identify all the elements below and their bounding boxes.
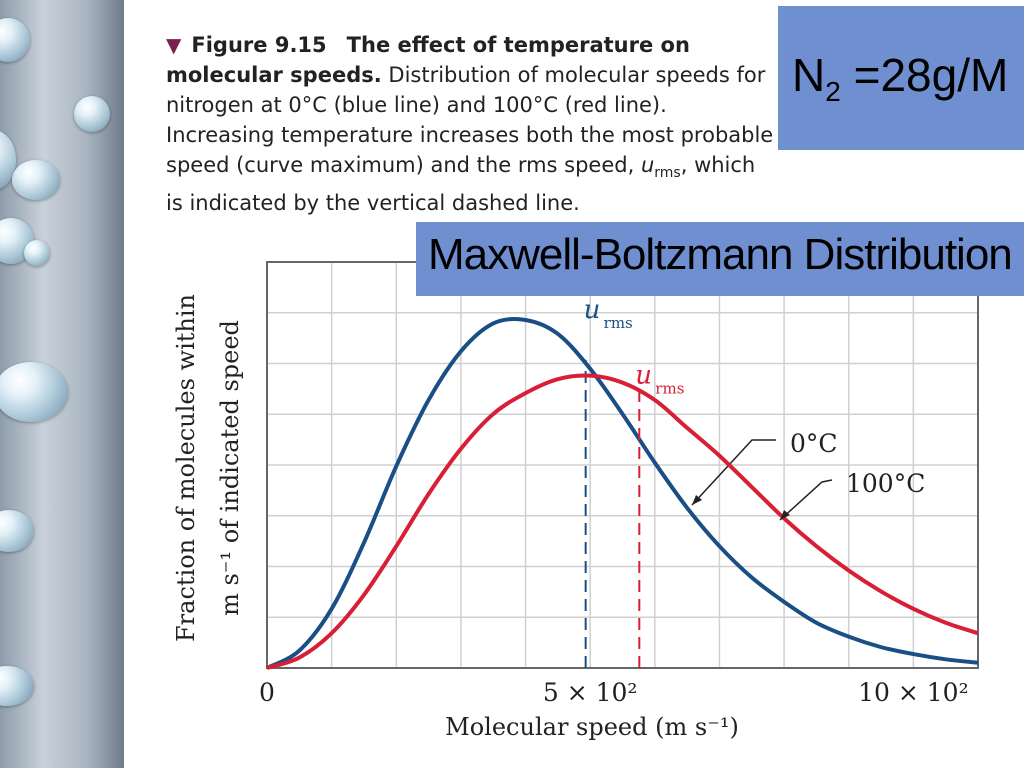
y-axis-label-line1: Fraction of molecules within [172, 294, 200, 642]
figure-label: Figure 9.15 [191, 33, 327, 57]
caption-text-2: , which is indicated by the vertical das… [166, 153, 756, 216]
molar-mass-box: N2 =28g/M [778, 6, 1024, 150]
caption-u-subscript: rms [654, 165, 681, 182]
x-tick-label: 0 [259, 678, 275, 707]
decorative-sidebar [0, 0, 124, 768]
callout-leader-line [779, 479, 833, 521]
molar-mass-text: N2 =28g/M [792, 48, 1008, 108]
series-line-100c [266, 373, 979, 670]
urms-subscript: rms [604, 314, 633, 332]
urms-subscript: rms [655, 380, 684, 398]
title-box: Maxwell-Boltzmann Distribution [416, 222, 1024, 296]
series-callout-label: 0°C [790, 429, 838, 458]
callout-leader-line [691, 439, 776, 506]
bubble-decoration [74, 96, 110, 132]
bubble-decoration [12, 160, 60, 200]
x-tick-label: 5 × 10² [543, 678, 638, 707]
series-callout-label: 100°C [846, 469, 925, 498]
title-text: Maxwell-Boltzmann Distribution [428, 230, 1013, 279]
series-line-0c [266, 316, 979, 670]
bubble-decoration [24, 240, 50, 266]
bubble-decoration [0, 362, 68, 422]
molar-mass-prefix: N [792, 49, 826, 101]
x-tick-label: 10 × 10² [858, 678, 969, 707]
callout-arrowhead [692, 495, 702, 505]
caption-triangle-icon: ▼ [166, 33, 182, 57]
y-axis-label-line2: m s⁻¹ of indicated speed [216, 320, 244, 616]
figure-caption: ▼ Figure 9.15 The effect of temperature o… [166, 30, 776, 218]
urms-label: u [584, 295, 601, 325]
caption-u-symbol: u [640, 153, 655, 177]
molar-mass-subscript: 2 [825, 76, 841, 108]
callout-arrowhead [780, 510, 790, 520]
caption-text-1: Distribution of molecular speeds for nit… [166, 63, 774, 177]
urms-label: u [635, 361, 652, 391]
x-axis-label: Molecular speed (m s⁻¹) [445, 713, 739, 741]
figure-title: The effect of temperature on molecular s… [166, 33, 690, 87]
molar-mass-suffix: =28g/M [840, 49, 1009, 101]
chart-tick-labels: 0 5 × 10² 10 × 10² [259, 678, 969, 707]
